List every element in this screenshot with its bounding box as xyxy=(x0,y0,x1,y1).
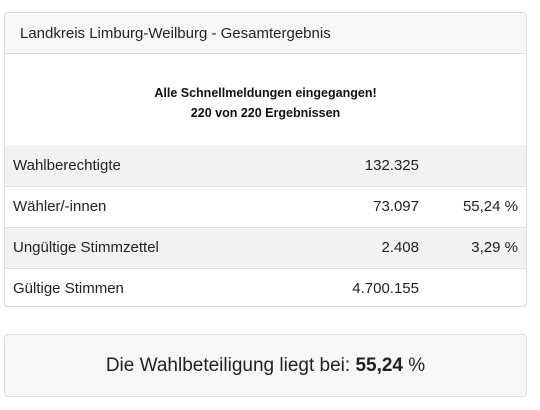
row-percent xyxy=(427,145,526,186)
completion-notice: Alle Schnellmeldungen eingegangen! 220 v… xyxy=(5,54,526,145)
table-row-voters: Wähler/-innen 73.097 55,24 % xyxy=(5,185,526,227)
row-label: Gültige Stimmen xyxy=(5,267,271,306)
row-value: 73.097 xyxy=(271,185,427,227)
turnout-text: Die Wahlbeteiligung liegt bei: xyxy=(105,355,351,376)
turnout-unit: % xyxy=(408,355,426,376)
row-label: Wahlberechtigte xyxy=(13,156,121,174)
turnout-value: 55,24 xyxy=(355,355,403,376)
row-value: 132.325 xyxy=(364,156,419,174)
table-row-eligible-voters: Wahlberechtigte 132.325 xyxy=(5,145,526,186)
table-row-valid-votes: Gültige Stimmen 4.700.155 xyxy=(5,267,526,306)
row-percent: 55,24 % xyxy=(427,185,526,227)
notice-line-count: 220 von 220 Ergebnissen xyxy=(190,106,341,120)
row-label: Ungültige Stimmzettel xyxy=(5,226,271,268)
row-value: 2.408 xyxy=(271,226,427,268)
card-title: Landkreis Limburg-Weilburg - Gesamtergeb… xyxy=(5,13,526,54)
row-percent xyxy=(427,267,526,306)
results-card: Landkreis Limburg-Weilburg - Gesamtergeb… xyxy=(4,12,527,307)
row-label: Wähler/-innen xyxy=(5,185,271,227)
row-percent: 3,29 % xyxy=(427,226,526,268)
turnout-banner: Die Wahlbeteiligung liegt bei: 55,24 % xyxy=(4,334,527,397)
results-table: Wahlberechtigte 132.325 Wähler/-innen 73… xyxy=(5,145,526,306)
row-value: 4.700.155 xyxy=(271,267,427,306)
notice-line-status: Alle Schnellmeldungen eingegangen! xyxy=(154,86,377,100)
table-row-invalid-ballots: Ungültige Stimmzettel 2.408 3,29 % xyxy=(5,226,526,268)
